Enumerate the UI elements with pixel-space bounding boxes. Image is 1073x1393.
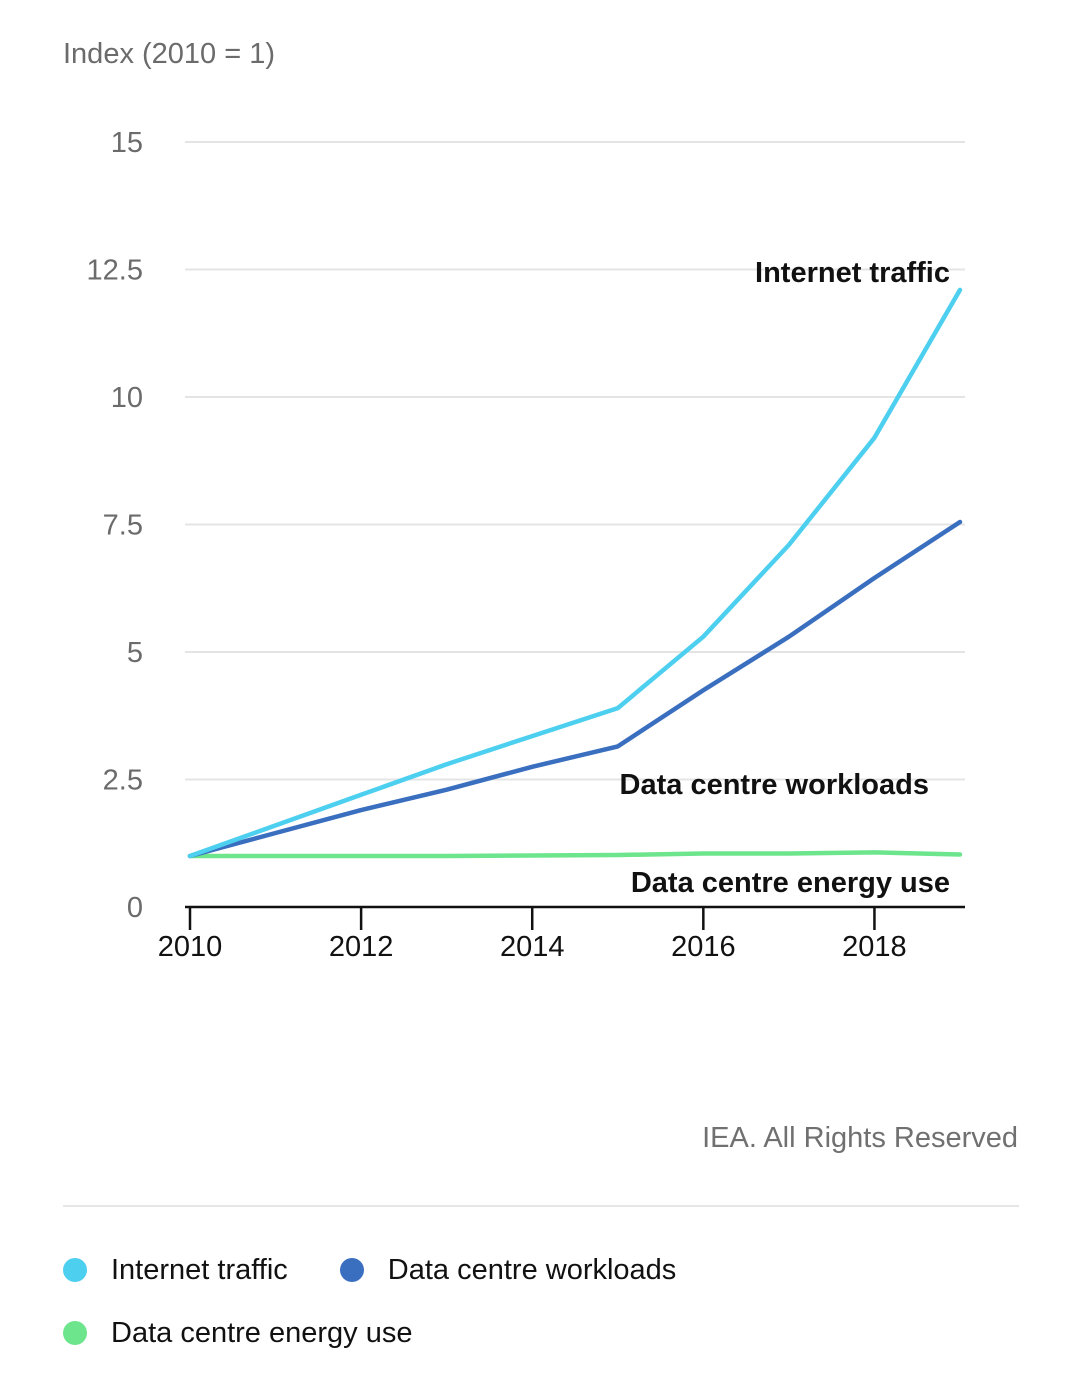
- legend: Internet traffic Data centre workloads D…: [63, 1245, 1023, 1371]
- legend-label: Data centre energy use: [111, 1316, 413, 1349]
- series-annotation: Internet traffic: [755, 257, 950, 289]
- y-axis-label: Index (2010 = 1): [63, 38, 275, 70]
- legend-item-data-centre-workloads[interactable]: Data centre workloads: [339, 1253, 677, 1287]
- y-tick-label: 7.5: [103, 510, 143, 542]
- x-tick-label: 2016: [671, 931, 736, 963]
- series-annotations: Internet traffic Data centre workloads Dat…: [620, 257, 950, 899]
- y-tick-label: 10: [111, 382, 143, 414]
- series-annotation: Data centre energy use: [631, 867, 950, 899]
- y-tick-label: 0: [127, 892, 143, 924]
- divider: [63, 1205, 1019, 1207]
- series-line-internet-traffic: [187, 287, 963, 859]
- legend-dot-icon: [63, 1321, 87, 1345]
- legend-row: Data centre energy use: [63, 1308, 1023, 1358]
- legend-dot-icon: [63, 1258, 87, 1282]
- x-tick-label: 2014: [500, 931, 565, 963]
- legend-label: Internet traffic: [111, 1253, 288, 1286]
- legend-dot-icon: [339, 1258, 364, 1282]
- x-axis: 2010 2012 2014 2016 2018: [158, 905, 965, 963]
- y-tick-label: 2.5: [103, 765, 143, 797]
- series-line-data-centre-energy-use: [187, 850, 963, 859]
- y-tick-label: 12.5: [87, 255, 143, 287]
- legend-item-internet-traffic[interactable]: Internet traffic: [63, 1254, 288, 1287]
- legend-item-data-centre-energy-use[interactable]: Data centre energy use: [63, 1317, 412, 1350]
- credit-text: IEA. All Rights Reserved: [702, 1122, 1018, 1154]
- series-annotation: Data centre workloads: [620, 769, 929, 801]
- legend-label: Data centre workloads: [387, 1253, 677, 1286]
- gridlines: [185, 141, 965, 781]
- y-tick-labels: 0 2.5 5 7.5 10 12.5 15: [87, 127, 143, 924]
- x-tick-label: 2010: [158, 931, 223, 963]
- series-line-data-centre-workloads: [187, 519, 963, 859]
- x-tick-label: 2018: [842, 931, 907, 963]
- y-tick-label: 15: [111, 127, 143, 159]
- y-tick-label: 5: [127, 637, 143, 669]
- series-lines: [187, 287, 963, 859]
- legend-row: Internet traffic Data centre workloads: [63, 1245, 1023, 1295]
- x-tick-label: 2012: [329, 931, 394, 963]
